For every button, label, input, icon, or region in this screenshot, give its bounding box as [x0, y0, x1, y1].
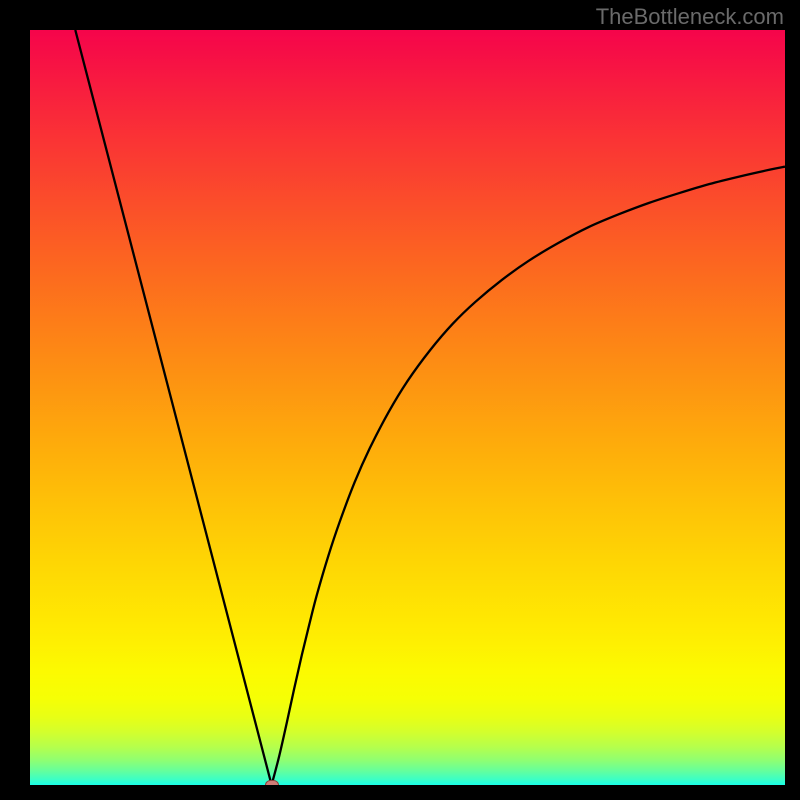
plot-area — [30, 30, 785, 785]
bottleneck-curve — [30, 30, 785, 785]
optimal-point-marker — [265, 780, 279, 785]
watermark-text: TheBottleneck.com — [596, 4, 784, 30]
